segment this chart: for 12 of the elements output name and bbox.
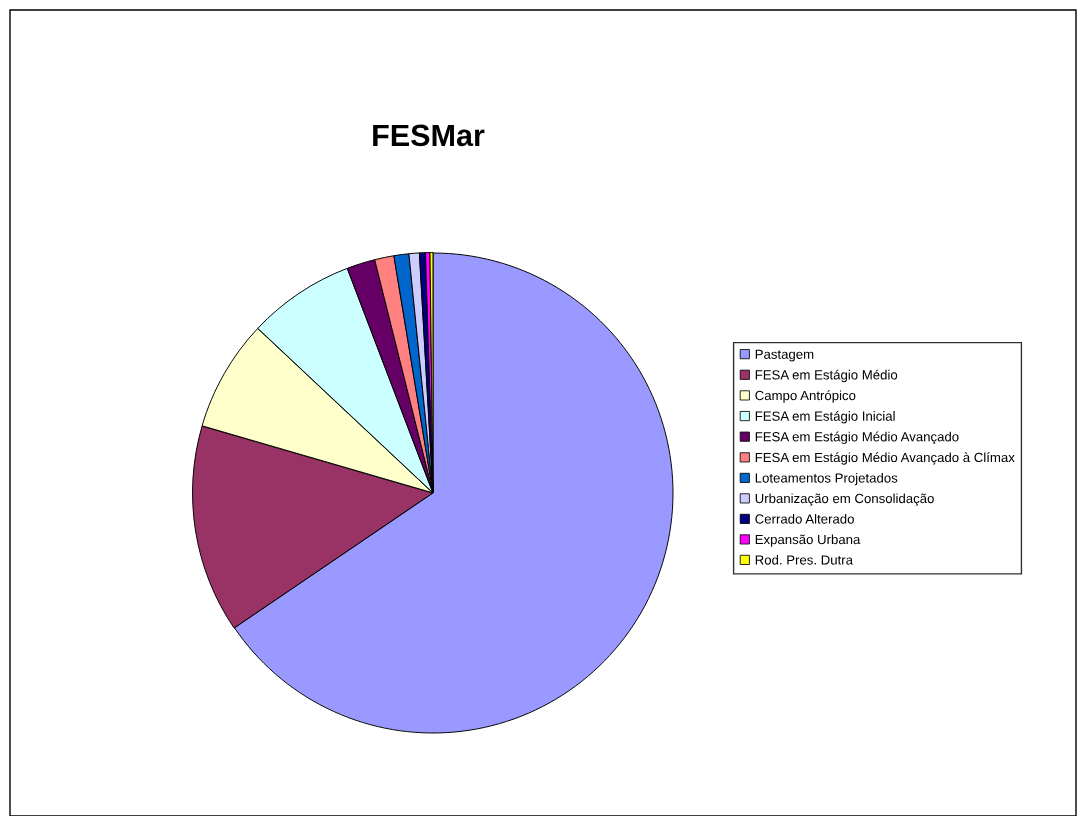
legend-label: Rod. Pres. Dutra [755,554,853,565]
chart-title: FESMar [373,124,485,147]
legend-label: FESA em Estágio Médio [755,369,898,383]
legend-label: Pastagem [755,349,814,362]
legend-label: Urbanização em Consolidação [755,493,934,506]
legend-label: FESA em Estágio Médio Avançado à Clímax [755,452,1015,465]
legend-label: Expansão Urbana [755,534,861,547]
legend-label: Cerrado Alterado [755,513,854,524]
legend-label: Campo Antrópico [755,390,856,403]
legend-label: FESA em Estágio Médio Avançado [755,431,959,445]
legend-label: Loteamentos Projetados [755,472,898,486]
legend-label: FESA em Estágio Inicial [755,410,895,424]
